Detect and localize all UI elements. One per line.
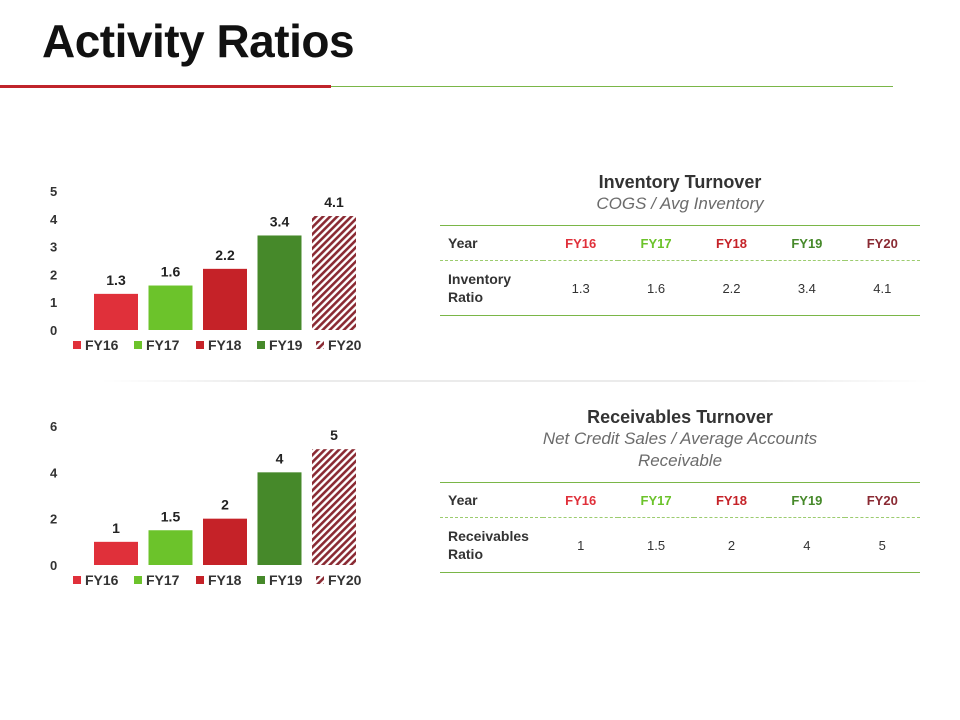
- y-tick-label: 4: [50, 465, 58, 480]
- receivables-value-fy20: 5: [878, 537, 886, 553]
- legend-swatch: [134, 576, 142, 584]
- legend-label: FY19: [269, 337, 303, 353]
- year-header: Year: [440, 482, 543, 518]
- year-header-fy19: FY19: [769, 482, 845, 518]
- y-tick-label: 4: [50, 212, 58, 227]
- inventory-value-fy17: 1.6: [647, 280, 666, 296]
- y-tick-label: 0: [50, 323, 57, 338]
- legend-swatch: [316, 341, 324, 349]
- receivables-ratio-label: Receivables Ratio: [448, 528, 529, 562]
- receivables-value-fy18: 2: [727, 537, 736, 553]
- legend-swatch: [257, 341, 265, 349]
- receivables-value-fy19: 4: [803, 537, 811, 553]
- data-label: 4.1: [324, 194, 344, 210]
- bar-fy19: [257, 472, 302, 565]
- bar-fy20: [312, 216, 356, 330]
- receivables-ratio-chart: 0 2 4 6 1 1.5 2 4 5 FY16 FY17 FY18 FY19 FY20: [50, 419, 362, 588]
- page-title: Activity Ratios: [42, 15, 355, 67]
- y-tick-label: 5: [50, 184, 57, 199]
- legend-label: FY16: [85, 337, 119, 353]
- legend-label: FY19: [269, 572, 303, 588]
- y-tick-label: 2: [50, 512, 57, 527]
- year-header-fy18: FY18: [693, 225, 770, 261]
- inventory-subtitle: COGS / Avg Inventory: [596, 194, 764, 213]
- receivables-subtitle: Net Credit Sales / Average Accounts Rece…: [542, 429, 818, 470]
- bar-fy18: [203, 268, 247, 330]
- data-label: 3.4: [270, 213, 290, 229]
- bar-fy16: [94, 541, 138, 565]
- legend-label: FY18: [208, 337, 242, 353]
- inventory-value-fy19: 3.4: [797, 280, 816, 296]
- receivables-title: Receivables Turnover: [587, 407, 773, 427]
- section-divider: [100, 380, 930, 382]
- year-header-fy20: FY20: [844, 225, 920, 261]
- legend-swatch: [73, 341, 81, 349]
- receivables-value-fy16: 1: [577, 537, 585, 553]
- data-label: 1.5: [161, 508, 181, 524]
- y-tick-label: 1: [50, 295, 57, 310]
- legend-label: FY18: [208, 572, 242, 588]
- legend-label: FY20: [328, 572, 362, 588]
- bar-fy17: [148, 530, 193, 565]
- receivables-value-fy17: 1.5: [647, 537, 666, 553]
- legend-swatch: [196, 576, 204, 584]
- inventory-ratio-chart: 0 1 2 3 4 5 1.3 1.6 2.2 3.4 4.1 FY16 FY17 FY18 FY19 FY2…: [50, 184, 362, 353]
- data-label: 5: [330, 427, 338, 443]
- legend-swatch: [257, 576, 265, 584]
- y-tick-label: 2: [50, 267, 57, 282]
- year-header-fy20: FY20: [844, 482, 920, 518]
- year-header-fy16: FY16: [543, 482, 619, 518]
- year-header-fy17: FY17: [618, 482, 694, 518]
- data-label: 2: [221, 497, 229, 513]
- data-label: 2.2: [215, 247, 235, 263]
- legend-swatch: [134, 341, 142, 349]
- inventory-table: Year FY16 FY17 FY18 FY19 FY20 Inventory …: [440, 225, 920, 316]
- receivables-table: Year FY16 FY17 FY18 FY19 FY20 Receivable…: [440, 482, 920, 573]
- inventory-table-row: Inventory Ratio 1.3 1.6 2.2 3.4 4.1: [440, 261, 920, 316]
- y-tick-label: 3: [50, 240, 57, 255]
- legend-swatch: [196, 341, 204, 349]
- year-header-fy18: FY18: [693, 482, 770, 518]
- inventory-title: Inventory Turnover: [598, 172, 762, 192]
- legend-swatch: [73, 576, 81, 584]
- year-header: Year: [440, 225, 543, 261]
- bar-fy19: [257, 235, 302, 330]
- bar-fy20: [312, 449, 356, 565]
- legend-label: FY20: [328, 337, 362, 353]
- receivables-table-row: Receivables Ratio 1 1.5 2 4 5: [440, 518, 920, 573]
- year-header-fy17: FY17: [618, 225, 694, 261]
- data-label: 1.3: [106, 272, 126, 288]
- inventory-value-fy16: 1.3: [571, 280, 590, 296]
- bar-fy16: [94, 293, 138, 330]
- bar-fy18: [203, 518, 247, 565]
- year-header-fy19: FY19: [769, 225, 845, 261]
- inventory-panel: Inventory Turnover COGS / Avg Inventory …: [440, 171, 920, 316]
- inventory-ratio-label: Inventory Ratio: [448, 271, 512, 305]
- legend-swatch: [316, 576, 324, 584]
- data-label: 1: [112, 520, 120, 536]
- receivables-table-header-row: Year FY16 FY17 FY18 FY19 FY20: [440, 482, 920, 518]
- legend-label: FY17: [146, 337, 180, 353]
- y-tick-label: 6: [50, 419, 57, 434]
- legend-label: FY16: [85, 572, 119, 588]
- inventory-value-fy20: 4.1: [873, 280, 892, 296]
- title-rule-green: [331, 86, 893, 87]
- inventory-table-header-row: Year FY16 FY17 FY18 FY19 FY20: [440, 225, 920, 261]
- bar-fy17: [148, 285, 193, 330]
- title-rule-red: [0, 85, 331, 88]
- legend-label: FY17: [146, 572, 180, 588]
- data-label: 1.6: [161, 264, 181, 280]
- data-label: 4: [276, 450, 284, 466]
- receivables-panel: Receivables Turnover Net Credit Sales / …: [440, 406, 920, 573]
- y-tick-label: 0: [50, 558, 57, 573]
- inventory-value-fy18: 2.2: [722, 280, 741, 296]
- year-header-fy16: FY16: [543, 225, 619, 261]
